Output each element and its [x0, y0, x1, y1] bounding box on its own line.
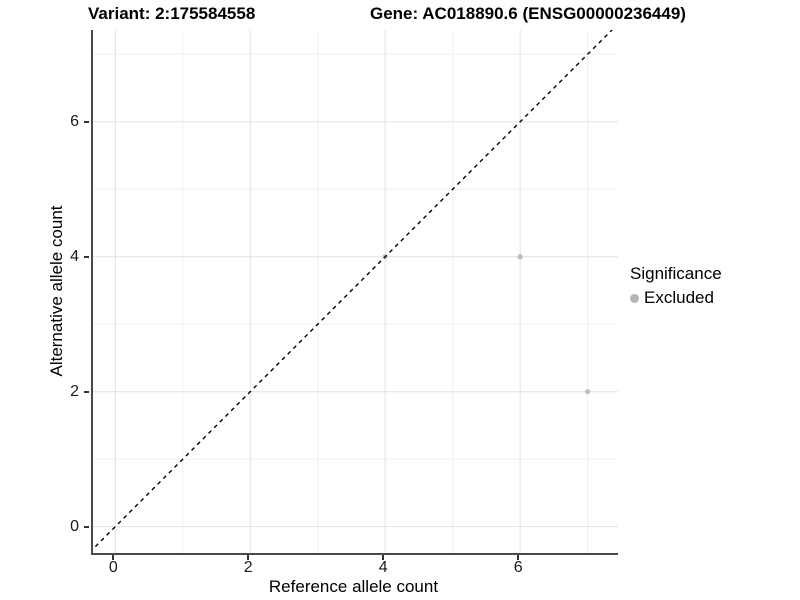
legend: Significance Excluded: [630, 264, 722, 308]
y-tick: [84, 525, 89, 528]
x-tick: [382, 555, 385, 560]
x-tick: [112, 555, 115, 560]
y-tick: [84, 255, 89, 258]
y-tick-label: 4: [70, 247, 79, 265]
data-point: [517, 254, 523, 260]
plot-title-variant: Variant: 2:175584558: [88, 4, 256, 23]
plot-title-gene: Gene: AC018890.6 (ENSG00000236449): [370, 4, 686, 23]
data-point: [585, 389, 591, 395]
legend-item-label: Excluded: [644, 288, 714, 307]
legend-title: Significance: [630, 264, 722, 283]
y-tick: [84, 120, 89, 123]
plot-layer: [93, 30, 618, 553]
plot-panel: [91, 30, 618, 555]
x-tick-label: 0: [108, 559, 118, 576]
x-axis-title: Reference allele count: [268, 577, 439, 596]
x-tick: [517, 555, 520, 560]
y-tick-label: 6: [70, 112, 79, 130]
y-axis-title: Alternative allele count: [47, 205, 66, 377]
legend-point-icon: [630, 293, 639, 303]
y-tick-label: 2: [70, 382, 79, 400]
x-tick-label: 2: [243, 559, 253, 576]
x-tick-label: 4: [378, 559, 388, 576]
identity-line: [93, 30, 613, 550]
y-tick-label: 0: [70, 517, 79, 535]
x-tick: [247, 555, 250, 560]
legend-item-excluded: Excluded: [630, 288, 722, 308]
x-tick-label: 6: [513, 559, 523, 576]
y-tick: [84, 390, 89, 393]
